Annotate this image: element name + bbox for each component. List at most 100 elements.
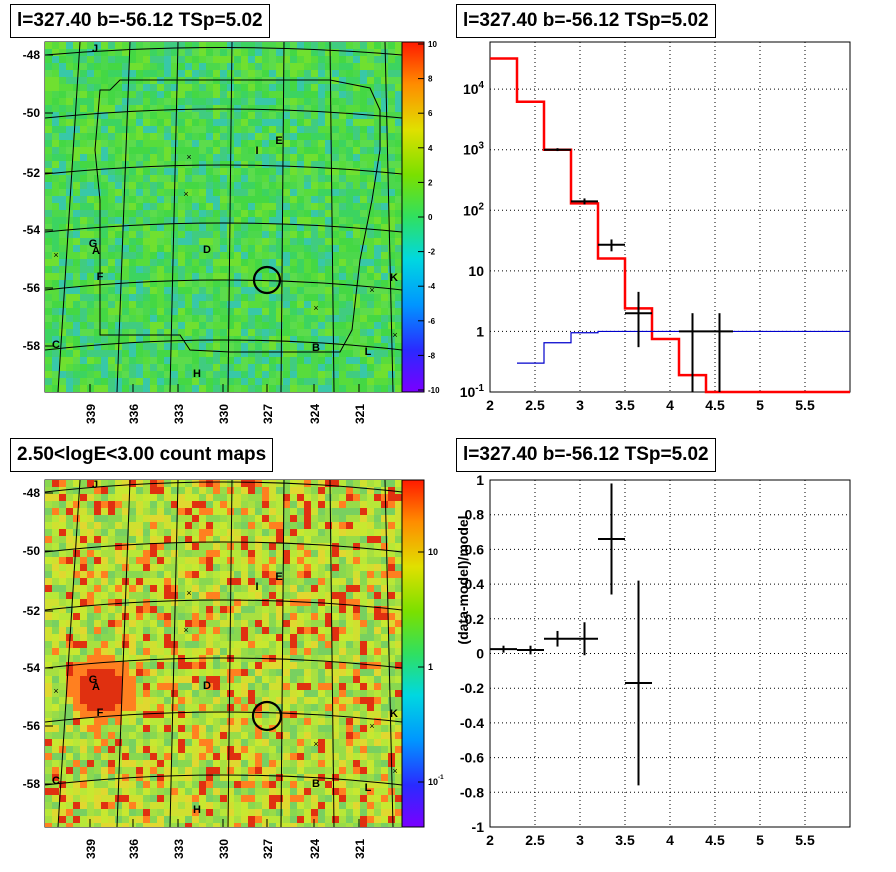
map-pixel (66, 119, 73, 126)
map-pixel (290, 627, 297, 634)
map-pixel (283, 84, 290, 91)
map-pixel (241, 154, 248, 161)
map-pixel (94, 641, 101, 648)
map-pixel (87, 508, 94, 515)
map-pixel (381, 385, 388, 392)
map-pixel (192, 760, 199, 767)
map-pixel (346, 294, 353, 301)
map-pixel (185, 119, 192, 126)
map-pixel (115, 308, 122, 315)
map-pixel (143, 592, 150, 599)
map-pixel (262, 718, 269, 725)
map-pixel (346, 168, 353, 175)
map-pixel (374, 501, 381, 508)
map-pixel (213, 238, 220, 245)
map-pixel (206, 704, 213, 711)
map-pixel (94, 378, 101, 385)
map-pixel (325, 210, 332, 217)
map-pixel (101, 704, 108, 711)
map-pixel (213, 154, 220, 161)
map-pixel (388, 140, 395, 147)
map-pixel (241, 385, 248, 392)
map-pixel (178, 147, 185, 154)
map-pixel (241, 84, 248, 91)
map-pixel (304, 182, 311, 189)
map-pixel (59, 238, 66, 245)
map-pixel (290, 788, 297, 795)
map-pixel (332, 809, 339, 816)
map-pixel (304, 620, 311, 627)
map-pixel (367, 480, 374, 487)
map-pixel (276, 42, 283, 49)
map-pixel (255, 711, 262, 718)
map-pixel (346, 501, 353, 508)
map-pixel (255, 536, 262, 543)
map-pixel (332, 529, 339, 536)
map-pixel (122, 578, 129, 585)
map-pixel (213, 487, 220, 494)
map-pixel (360, 42, 367, 49)
map-pixel (297, 259, 304, 266)
map-pixel (178, 315, 185, 322)
map-pixel (269, 329, 276, 336)
map-pixel (171, 133, 178, 140)
map-pixel (66, 259, 73, 266)
map-pixel (129, 154, 136, 161)
map-pixel (255, 245, 262, 252)
map-pixel (73, 224, 80, 231)
map-pixel (164, 91, 171, 98)
map-pixel (164, 760, 171, 767)
map-pixel (66, 501, 73, 508)
map-pixel (115, 753, 122, 760)
map-pixel (262, 683, 269, 690)
map-pixel (59, 280, 66, 287)
map-pixel (241, 217, 248, 224)
map-pixel (94, 336, 101, 343)
map-pixel (346, 704, 353, 711)
map-pixel (136, 683, 143, 690)
map-pixel (311, 508, 318, 515)
map-pixel (248, 627, 255, 634)
map-pixel (395, 648, 402, 655)
map-pixel (129, 634, 136, 641)
map-pixel (108, 63, 115, 70)
map-pixel (255, 753, 262, 760)
map-pixel (311, 119, 318, 126)
map-pixel (283, 343, 290, 350)
map-pixel (157, 585, 164, 592)
map-pixel (374, 231, 381, 238)
map-pixel (94, 364, 101, 371)
map-pixel (199, 133, 206, 140)
map-pixel (241, 774, 248, 781)
map-pixel (129, 224, 136, 231)
map-pixel (290, 56, 297, 63)
map-pixel (325, 669, 332, 676)
map-pixel (101, 564, 108, 571)
map-pixel (241, 350, 248, 357)
map-pixel (136, 515, 143, 522)
map-pixel (248, 343, 255, 350)
map-pixel (220, 224, 227, 231)
map-pixel (150, 760, 157, 767)
map-pixel (255, 259, 262, 266)
map-pixel (143, 697, 150, 704)
map-pixel (318, 189, 325, 196)
map-pixel (395, 238, 402, 245)
map-pixel (290, 112, 297, 119)
map-pixel (262, 739, 269, 746)
map-pixel (262, 357, 269, 364)
map-pixel (122, 788, 129, 795)
map-pixel (206, 231, 213, 238)
map-pixel (318, 273, 325, 280)
tl-grid-overlay (45, 42, 402, 392)
map-pixel (122, 371, 129, 378)
map-pixel (269, 350, 276, 357)
map-pixel (360, 378, 367, 385)
map-pixel (178, 112, 185, 119)
map-pixel (136, 585, 143, 592)
map-pixel (227, 84, 234, 91)
map-pixel (234, 182, 241, 189)
map-pixel (220, 245, 227, 252)
map-pixel (353, 224, 360, 231)
map-pixel (339, 641, 346, 648)
